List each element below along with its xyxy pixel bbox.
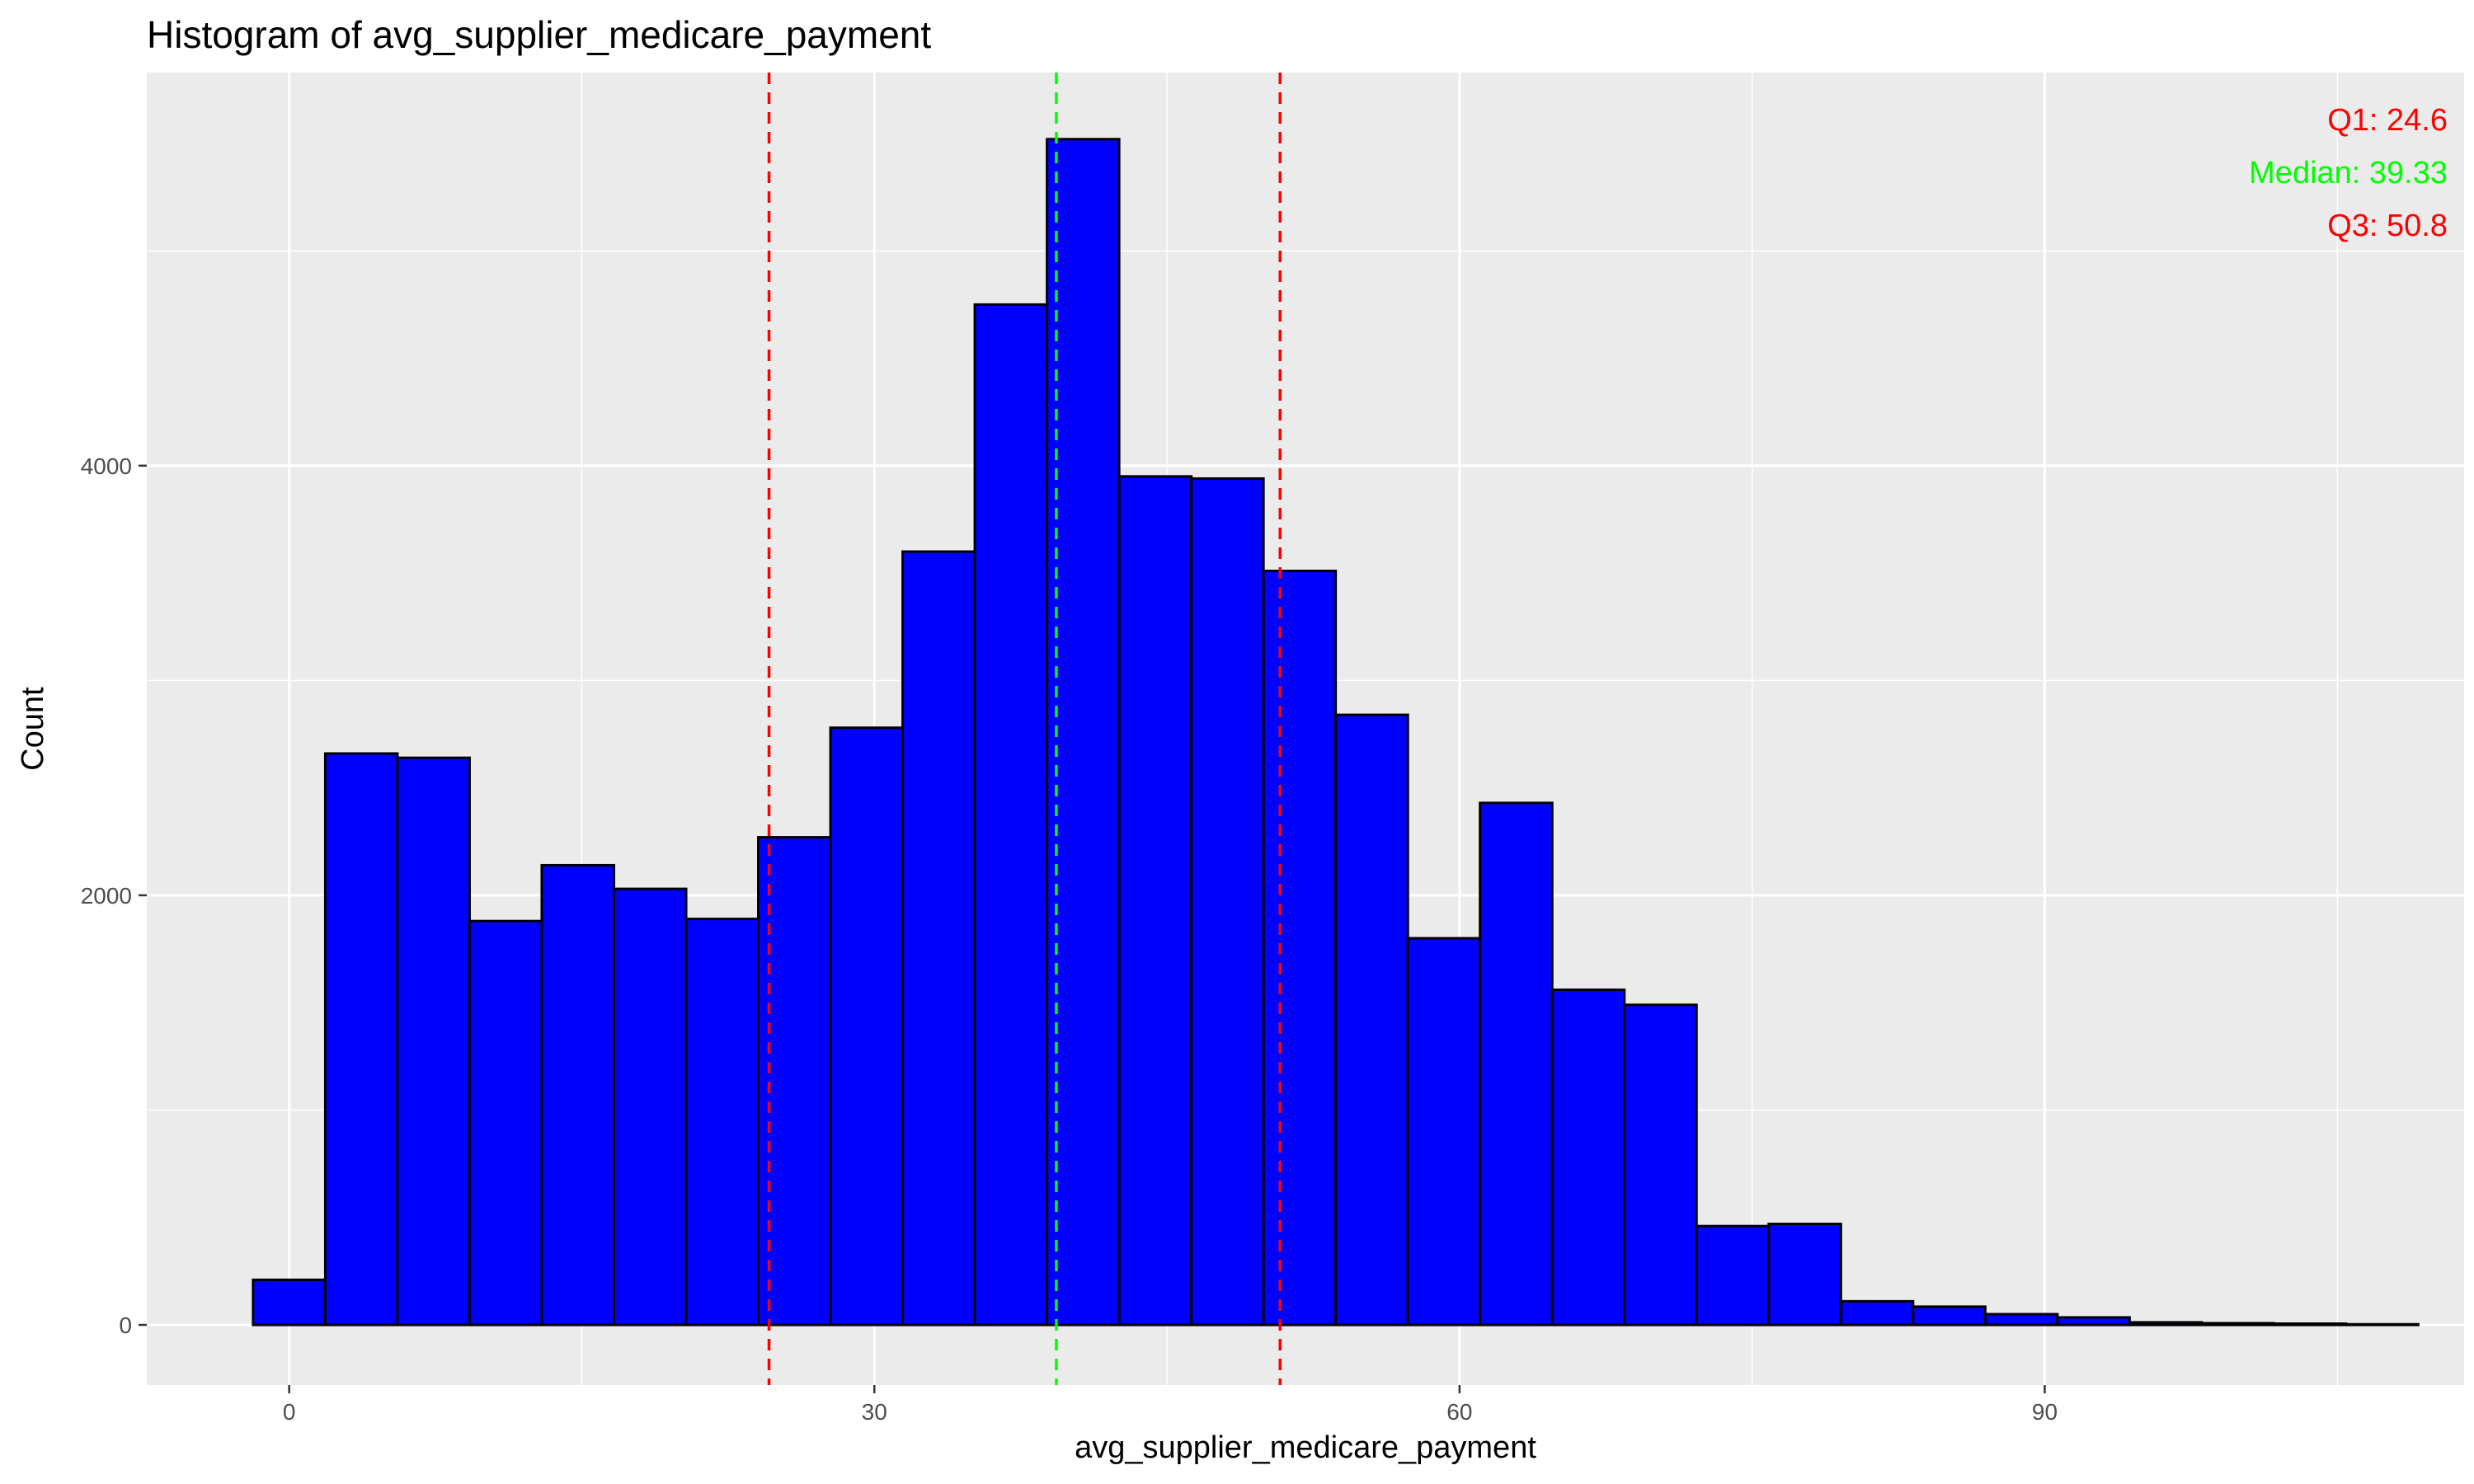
x-tick-label: 30 <box>862 1399 887 1425</box>
histogram-bar <box>973 303 1049 1327</box>
histogram-bar <box>1912 1305 1987 1327</box>
y-axis-ticks: 0 2000 4000 <box>81 453 147 1338</box>
histogram-bar <box>540 863 615 1327</box>
y-tick-label: 2000 <box>81 883 132 909</box>
histogram-bar <box>1190 477 1265 1327</box>
y-tick-label: 4000 <box>81 453 132 479</box>
histogram-bar <box>2128 1321 2204 1327</box>
histogram-bar <box>2345 1322 2420 1327</box>
histogram-bar <box>1479 801 1554 1327</box>
histogram-bar <box>468 919 543 1327</box>
reference-annotation: Q1: 24.6 <box>2327 103 2448 138</box>
reference-annotations: Q1: 24.6 Median: 39.33 Q3: 50.8 <box>2249 103 2448 243</box>
histogram-bar <box>901 550 976 1327</box>
x-tick-label: 60 <box>1446 1399 1472 1425</box>
x-tick-label: 0 <box>283 1399 296 1425</box>
reference-annotation: Median: 39.33 <box>2249 156 2448 190</box>
histogram-bar <box>2200 1322 2275 1327</box>
histogram-bar <box>1334 713 1409 1327</box>
histogram-bar <box>323 752 399 1327</box>
histogram-bar <box>2056 1316 2131 1327</box>
histogram-bar <box>1046 138 1121 1327</box>
histogram-bar <box>1767 1223 1842 1327</box>
reference-annotation: Q3: 50.8 <box>2327 209 2448 243</box>
histogram-bar <box>829 726 905 1327</box>
histogram-bar <box>612 887 688 1327</box>
y-axis-title: Count <box>16 687 50 771</box>
histogram-bar <box>1623 1003 1698 1327</box>
histogram-bar <box>1839 1299 1915 1327</box>
histogram-bar <box>1262 569 1338 1327</box>
histogram-bar <box>2272 1322 2348 1327</box>
histogram-bar <box>1406 937 1482 1327</box>
x-axis-title: avg_supplier_medicare_payment <box>1075 1430 1536 1465</box>
y-tick-label: 0 <box>119 1313 132 1338</box>
histogram-bar <box>1695 1224 1771 1327</box>
reference-lines <box>767 73 1282 1385</box>
histogram-bar <box>1983 1313 2059 1327</box>
histogram-bar <box>1117 475 1193 1327</box>
histogram-bar <box>396 756 471 1327</box>
histogram-bar <box>684 918 760 1327</box>
histogram-bar <box>1550 989 1626 1327</box>
chart-title: Histogram of avg_supplier_medicare_payme… <box>147 13 931 56</box>
x-axis-ticks: 0 30 60 90 <box>283 1385 2058 1425</box>
x-tick-label: 90 <box>2032 1399 2058 1425</box>
histogram-bar <box>252 1278 327 1327</box>
histogram-bars <box>252 138 2420 1327</box>
